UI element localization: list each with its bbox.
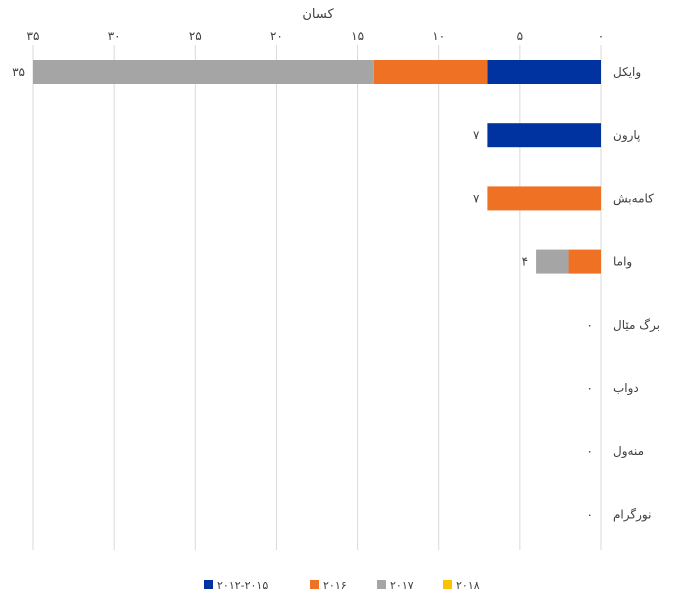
x-tick-label: ۳۵ [27,29,40,43]
category-label: واما [613,255,632,270]
gridlines [32,45,602,550]
legend-label: ۲۰۱۶ [323,579,347,592]
data-label: ۰ [587,381,593,395]
legend-swatch [443,580,452,589]
x-tick-label: ۲۵ [189,29,202,43]
legend-swatch [204,580,213,589]
legend-swatch [377,580,386,589]
data-label: ۰ [587,444,593,458]
legend-label: ۲۰۱۸ [456,579,480,592]
x-tick-label: ۱۰ [432,29,445,43]
bar-segment [33,60,374,84]
data-label: ۰ [587,507,593,521]
total-labels: ۳۵ ۷ ۷ ۴ ۰ ۰ ۰ ۰ [12,65,593,521]
x-tick-label: ۰ [598,29,604,43]
category-label: دواب [613,381,639,396]
bar-segment [373,60,488,84]
category-label: کامەبش [613,191,654,206]
x-axis-ticks: ۰ ۵ ۱۰ ۱۵ ۲۰ ۲۵ ۳۰ ۳۵ [27,29,605,43]
data-label: ۷ [473,191,480,205]
data-label: ۳۵ [12,65,25,79]
category-labels: وایکل پارون کامەبش واما برگ مێال دواب منەول نور… [613,65,660,522]
legend-swatch [310,580,319,589]
x-tick-label: ۳۰ [108,29,121,43]
x-tick-label: ۱۵ [351,29,364,43]
bar-segment [536,249,569,274]
bar-segment [487,123,601,148]
category-label: منەول [613,444,644,459]
bar-segment [568,249,601,274]
bars [33,60,601,274]
x-tick-label: ۲۰ [270,29,283,43]
data-label: ۴ [522,255,528,269]
data-label: ۰ [587,318,593,332]
bar-segment [487,186,601,211]
category-label: وایکل [613,65,641,80]
legend: ۲۰۱۲-۲۰۱۵ ۲۰۱۶ ۲۰۱۷ ۲۰۱۸ [204,579,480,592]
category-label: برگ مێال [613,318,660,333]
category-label: پارون [613,128,640,143]
legend-label: ۲۰۱۷ [390,579,414,592]
legend-label: ۲۰۱۲-۲۰۱۵ [217,579,268,592]
category-label: نورگرام [613,507,651,522]
bar-segment [487,60,601,84]
x-axis-title: کسان [302,7,334,22]
data-label: ۷ [473,128,480,142]
x-tick-label: ۵ [517,29,523,43]
